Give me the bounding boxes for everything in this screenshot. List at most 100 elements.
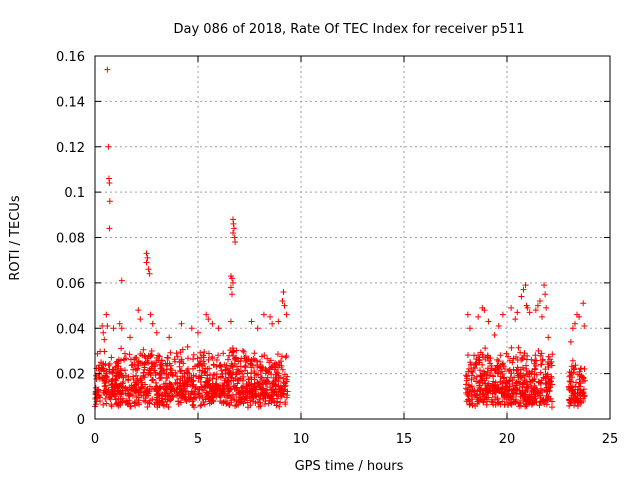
y-tick-label: 0.06 [56, 277, 85, 292]
data-point [226, 352, 233, 359]
data-point [108, 401, 115, 408]
data-point [481, 307, 488, 314]
data-point [209, 354, 216, 361]
data-point [215, 352, 222, 359]
data-point [118, 277, 125, 284]
data-point [569, 325, 576, 332]
data-point [112, 396, 119, 403]
data-point [492, 383, 499, 390]
data-point [184, 369, 191, 376]
data-point [268, 395, 275, 402]
data-point [468, 372, 475, 379]
data-point [540, 374, 547, 381]
data-point [495, 322, 502, 329]
x-tick-label: 25 [602, 432, 619, 447]
data-point [209, 375, 216, 382]
data-point [237, 357, 244, 364]
data-point [574, 389, 581, 396]
data-point [234, 377, 241, 384]
data-point [543, 304, 550, 311]
data-point [263, 386, 270, 393]
data-point [205, 316, 212, 323]
data-point [571, 320, 578, 327]
data-point [246, 382, 253, 389]
data-point [145, 266, 152, 273]
data-point [545, 359, 552, 366]
data-point [106, 198, 113, 205]
data-point [176, 380, 183, 387]
data-point [103, 311, 110, 318]
data-point [127, 334, 134, 341]
data-point [137, 351, 144, 358]
data-point [273, 402, 280, 409]
data-point [180, 360, 187, 367]
grid-lines [95, 56, 610, 419]
data-point [502, 366, 509, 373]
data-point [113, 383, 120, 390]
data-point [135, 397, 142, 404]
data-point [535, 379, 542, 386]
y-tick-label: 0.16 [56, 50, 85, 65]
data-point [152, 363, 159, 370]
data-point [143, 259, 150, 266]
data-point [476, 367, 483, 374]
data-point [534, 302, 541, 309]
data-point [182, 379, 189, 386]
data-point [473, 378, 480, 385]
data-point [581, 322, 588, 329]
data-point [233, 402, 240, 409]
y-tick-label: 0.12 [56, 141, 85, 156]
data-point [542, 366, 549, 373]
data-point [146, 365, 153, 372]
data-point [259, 387, 266, 394]
data-point [152, 379, 159, 386]
data-point [496, 388, 503, 395]
data-point [166, 384, 173, 391]
data-point [246, 376, 253, 383]
data-point [526, 309, 533, 316]
data-point [277, 387, 284, 394]
data-point [489, 384, 496, 391]
data-point [197, 402, 204, 409]
data-point [464, 311, 471, 318]
data-point [513, 396, 520, 403]
data-point [155, 386, 162, 393]
data-point [508, 304, 515, 311]
data-point [520, 286, 527, 293]
data-point [532, 307, 539, 314]
data-point [146, 270, 153, 277]
data-point [205, 381, 212, 388]
data-point [191, 388, 198, 395]
data-point [213, 356, 220, 363]
data-point [273, 391, 280, 398]
data-point [581, 393, 588, 400]
data-point [523, 365, 530, 372]
data-point [257, 363, 264, 370]
data-point [140, 397, 147, 404]
data-point [233, 371, 240, 378]
data-point [539, 389, 546, 396]
data-point [104, 322, 111, 329]
data-point [237, 395, 244, 402]
data-point [111, 393, 118, 400]
data-point [244, 399, 251, 406]
data-point [514, 309, 521, 316]
data-point [114, 358, 121, 365]
data-point [160, 385, 167, 392]
data-point [134, 359, 141, 366]
data-point [189, 383, 196, 390]
data-point [510, 366, 517, 373]
data-point [501, 390, 508, 397]
data-point [569, 357, 576, 364]
data-point [113, 400, 120, 407]
data-point [283, 378, 290, 385]
data-point [548, 404, 555, 411]
data-point [190, 356, 197, 363]
data-point [213, 382, 220, 389]
data-point [216, 392, 223, 399]
data-point [178, 320, 185, 327]
data-points [92, 66, 588, 411]
data-point [167, 349, 174, 356]
data-point [487, 355, 494, 362]
data-point [215, 325, 222, 332]
